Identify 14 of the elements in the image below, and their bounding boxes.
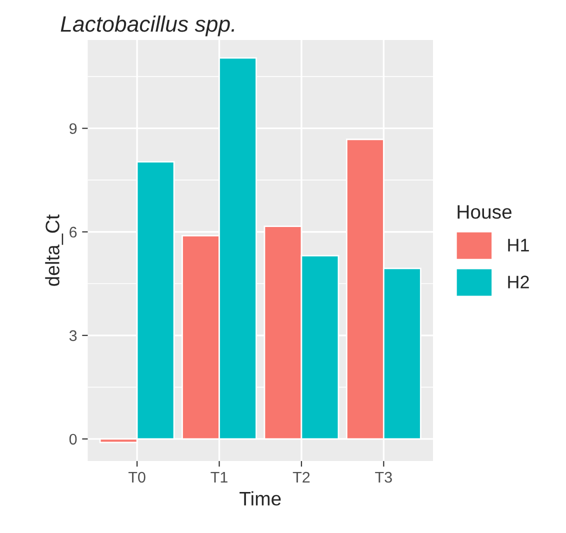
y-tick-label: 9 bbox=[70, 123, 77, 134]
x-tick-label: T1 bbox=[210, 472, 228, 483]
chart-title: Lactobacillus spp. bbox=[60, 16, 234, 36]
y-tick-label: 3 bbox=[69, 330, 77, 342]
legend-label: H1 bbox=[508, 238, 529, 252]
x-axis-title: Time bbox=[240, 491, 281, 506]
legend-label: H2 bbox=[508, 276, 529, 288]
x-tick-label: T2 bbox=[292, 472, 310, 483]
y-tick-label: 0 bbox=[69, 434, 77, 445]
y-axis-title: delta_Ct bbox=[45, 214, 64, 286]
legend-title: House bbox=[458, 205, 512, 219]
y-tick-label: 6 bbox=[70, 226, 77, 238]
x-tick-label: T0 bbox=[128, 472, 146, 483]
x-tick-label: T3 bbox=[375, 472, 392, 483]
